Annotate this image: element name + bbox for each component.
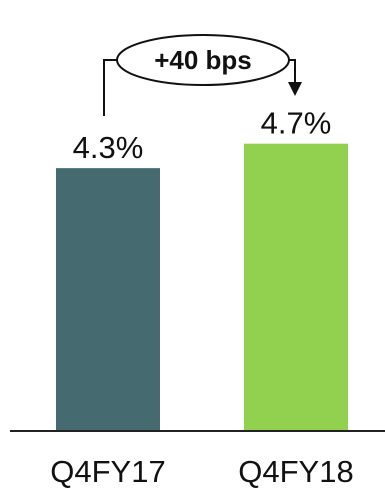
value-labels-group: 4.3% 4.7% bbox=[73, 106, 332, 165]
category-label-q4fy17: Q4FY17 bbox=[50, 454, 165, 489]
callout-text: +40 bps bbox=[154, 45, 252, 75]
callout-bubble bbox=[116, 34, 290, 86]
category-label-q4fy18: Q4FY18 bbox=[238, 454, 353, 489]
value-label-q4fy18: 4.7% bbox=[261, 106, 332, 141]
callout-arrowhead bbox=[288, 82, 302, 96]
bar-q4fy18 bbox=[244, 143, 348, 431]
value-label-q4fy17: 4.3% bbox=[73, 130, 144, 165]
bar-q4fy17 bbox=[56, 168, 160, 431]
bars-group bbox=[56, 143, 348, 431]
callout-connector-left bbox=[103, 59, 122, 116]
category-labels-group: Q4FY17 Q4FY18 bbox=[50, 454, 353, 489]
growth-callout: +40 bps bbox=[103, 34, 302, 116]
